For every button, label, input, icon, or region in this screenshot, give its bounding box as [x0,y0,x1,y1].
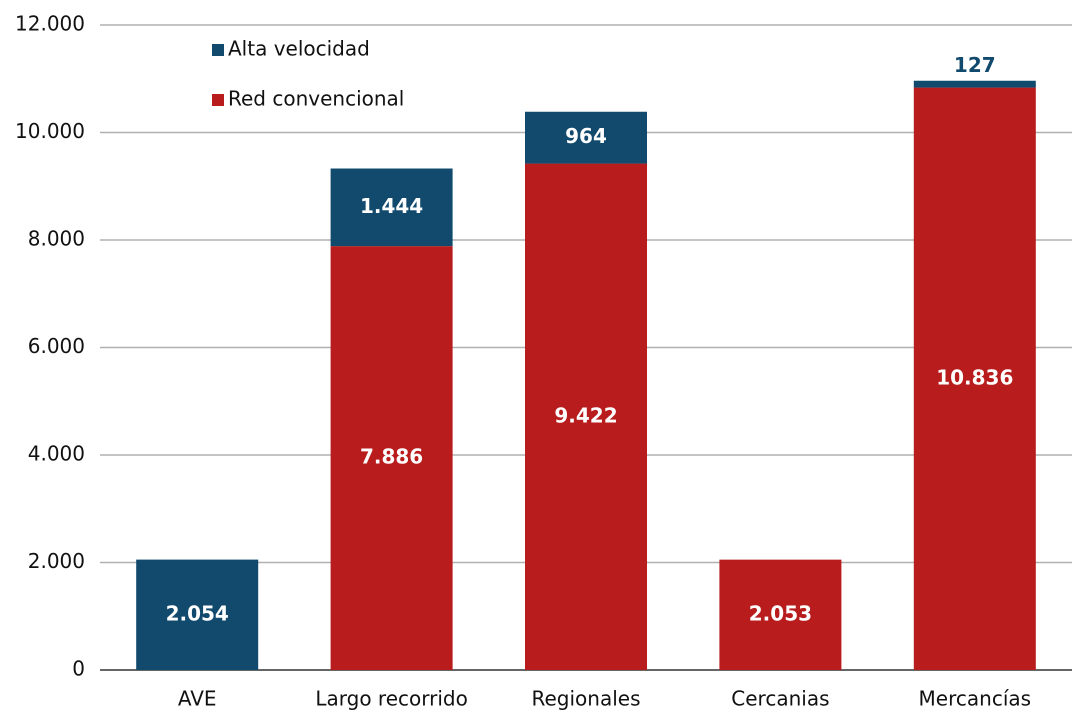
value-label: 9.422 [554,403,617,427]
bar-segment [136,559,259,670]
bar-segment [913,80,1036,88]
bar-segment [719,559,842,670]
y-tick-label: 6.000 [28,334,85,358]
value-label: 127 [954,53,996,77]
bar-segment [525,111,647,164]
legend-label: Alta velocidad [228,37,370,61]
x-tick-label: Mercancías [919,687,1032,711]
value-label: 2.054 [166,601,229,625]
x-tick-label: Regionales [531,687,640,711]
y-tick-label: 2.000 [28,549,85,573]
value-label: 10.836 [936,365,1013,389]
bar-segment [913,87,1036,670]
y-tick-label: 12.000 [15,12,85,36]
bar-segment [330,168,453,247]
legend-swatch [212,94,224,106]
x-tick-label: AVE [178,687,217,711]
legend-swatch [212,44,224,56]
y-tick-label: 4.000 [28,442,85,466]
bar-segment [330,246,453,670]
value-label: 964 [565,124,607,148]
legend-label: Red convencional [228,87,404,111]
bar-segment [525,163,647,670]
y-tick-label: 8.000 [28,227,85,251]
x-tick-label: Largo recorrido [315,687,467,711]
value-label: 2.053 [749,601,812,625]
y-tick-label: 0 [72,657,85,681]
x-tick-label: Cercanias [731,687,829,711]
value-label: 7.886 [360,445,423,469]
y-tick-label: 10.000 [15,119,85,143]
value-label: 1.444 [360,194,423,218]
